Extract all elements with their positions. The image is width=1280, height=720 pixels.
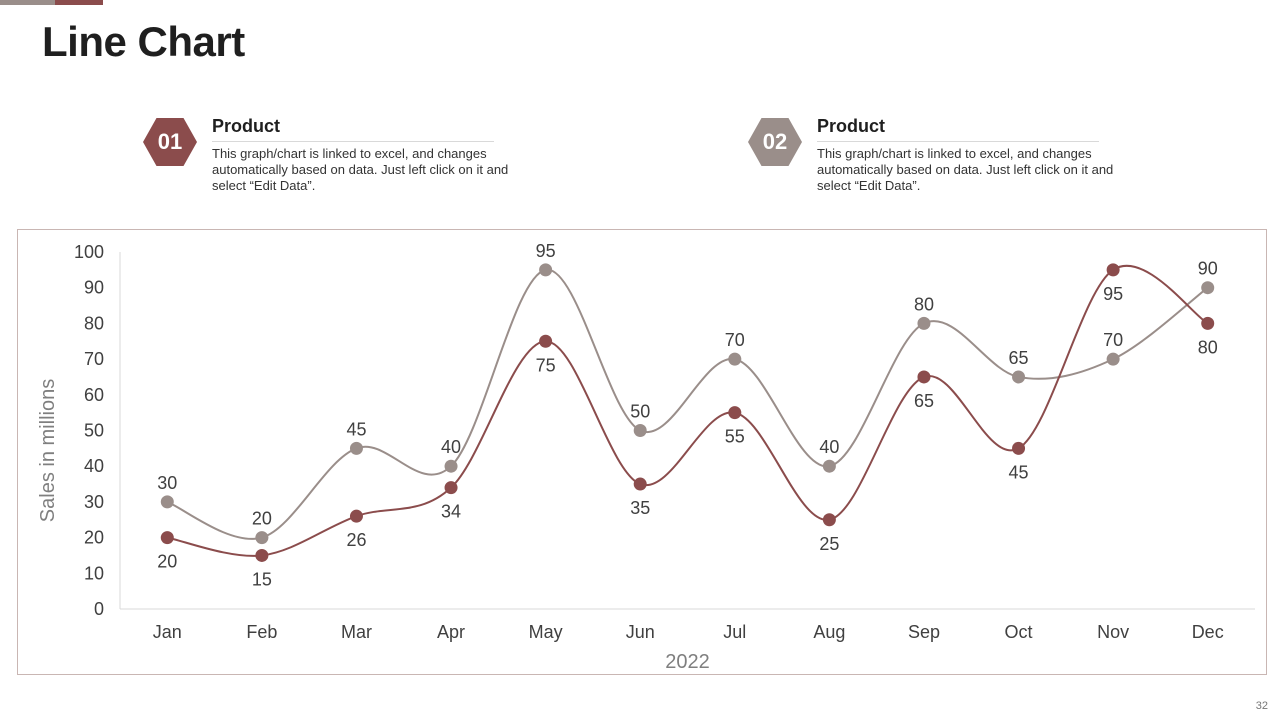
data-point-series-1 (539, 334, 553, 348)
data-label-series-2: 70 (1103, 330, 1123, 350)
y-tick-label: 70 (84, 349, 104, 369)
x-tick-label: Sep (908, 622, 940, 642)
x-tick-label: Jul (723, 622, 746, 642)
x-tick-label: Aug (813, 622, 845, 642)
data-label-series-2: 50 (630, 402, 650, 422)
page-title: Line Chart (42, 18, 245, 65)
chart-frame: 0 10 20 30 40 50 60 70 80 90 100 Jan Feb Mar Apr May Jun… (17, 229, 1267, 675)
legend-heading-02: Product (817, 116, 1099, 142)
data-label-series-2: 65 (1009, 348, 1029, 368)
x-tick-label: May (529, 622, 563, 642)
data-label-series-2: 80 (914, 294, 934, 314)
data-label-series-1: 15 (252, 569, 272, 589)
data-point-series-2 (349, 441, 363, 455)
data-point-series-1 (349, 509, 363, 523)
y-tick-label: 60 (84, 385, 104, 405)
y-tick-label: 20 (84, 528, 104, 548)
series-line-2 (166, 268, 1209, 540)
data-point-series-2 (633, 424, 647, 437)
data-label-series-1: 80 (1198, 337, 1218, 357)
data-point-series-2 (1106, 352, 1120, 366)
x-tick-label: Nov (1097, 622, 1129, 642)
y-tick-label: 90 (84, 278, 104, 298)
x-tick-label: Apr (437, 622, 465, 642)
y-axis-title: Sales in millions (37, 379, 59, 522)
legend-description-01: This graph/chart is linked to excel, and… (212, 146, 509, 193)
legend-text-01: Product This graph/chart is linked to ex… (212, 116, 512, 194)
legend-description-02: This graph/chart is linked to excel, and… (817, 146, 1114, 193)
hexagon-badge-02: 02 (748, 118, 802, 166)
data-label-series-1: 75 (536, 355, 556, 375)
data-label-series-2: 90 (1198, 259, 1218, 279)
x-axis-title: 2022 (665, 651, 710, 673)
top-accent-gray (0, 0, 55, 5)
data-label-series-1: 65 (914, 391, 934, 411)
data-point-series-1 (444, 481, 458, 495)
x-tick-label: Mar (341, 622, 372, 642)
top-accent-red (55, 0, 103, 5)
data-point-series-1 (1201, 316, 1215, 330)
x-tick-label: Jan (153, 622, 182, 642)
data-point-series-1 (917, 370, 931, 384)
data-label-series-2: 70 (725, 330, 745, 350)
x-tick-label: Jun (626, 622, 655, 642)
data-label-series-2: 30 (157, 473, 177, 493)
data-label-series-2: 40 (819, 437, 839, 457)
data-point-series-2 (917, 316, 931, 330)
legend-text-02: Product This graph/chart is linked to ex… (817, 116, 1117, 194)
data-label-series-1: 55 (725, 427, 745, 447)
series-line-1 (167, 264, 1209, 557)
data-label-series-1: 34 (441, 502, 461, 522)
data-label-series-1: 45 (1009, 462, 1029, 482)
y-tick-label: 10 (84, 563, 104, 583)
data-point-series-1 (160, 531, 174, 545)
x-tick-label: Oct (1005, 622, 1033, 642)
y-tick-label: 0 (94, 599, 104, 619)
legend-product-01: 01 Product This graph/chart is linked to… (143, 116, 508, 198)
y-tick-label: 50 (84, 421, 104, 441)
data-label-series-1: 25 (819, 534, 839, 554)
line-chart: 0 10 20 30 40 50 60 70 80 90 100 Jan Feb Mar Apr May Jun… (37, 241, 1255, 673)
y-tick-label: 80 (84, 313, 104, 333)
data-point-series-1 (822, 513, 836, 527)
x-tick-label: Dec (1192, 622, 1224, 642)
data-point-series-2 (255, 531, 269, 545)
y-tick-label: 100 (74, 242, 104, 262)
y-tick-label: 30 (84, 492, 104, 512)
data-point-series-2 (822, 459, 836, 473)
legend-product-02: 02 Product This graph/chart is linked to… (748, 116, 1113, 198)
data-label-series-1: 95 (1103, 284, 1123, 304)
data-label-series-2: 45 (346, 419, 366, 439)
x-tick-label: Feb (246, 622, 277, 642)
data-point-series-1 (633, 477, 647, 491)
data-point-series-1 (1012, 441, 1026, 455)
page-number: 32 (1255, 700, 1268, 712)
data-point-series-1 (255, 548, 269, 562)
data-point-series-2 (539, 263, 553, 277)
hexagon-badge-01: 01 (143, 118, 197, 166)
data-label-series-1: 35 (630, 498, 650, 518)
y-tick-label: 40 (84, 456, 104, 476)
data-point-series-1 (1106, 263, 1120, 277)
data-point-series-2 (444, 459, 458, 473)
data-point-series-2 (160, 495, 174, 509)
top-accent-bar (0, 0, 103, 5)
data-point-series-2 (1201, 281, 1215, 295)
data-label-series-2: 40 (441, 437, 461, 457)
data-point-series-2 (728, 352, 742, 366)
data-label-series-2: 95 (536, 241, 556, 261)
data-label-series-1: 20 (157, 552, 177, 572)
data-label-series-2: 20 (252, 509, 272, 529)
data-point-series-1 (728, 406, 742, 420)
data-label-series-1: 26 (346, 530, 366, 550)
legend-heading-01: Product (212, 116, 494, 142)
data-point-series-2 (1012, 370, 1026, 384)
